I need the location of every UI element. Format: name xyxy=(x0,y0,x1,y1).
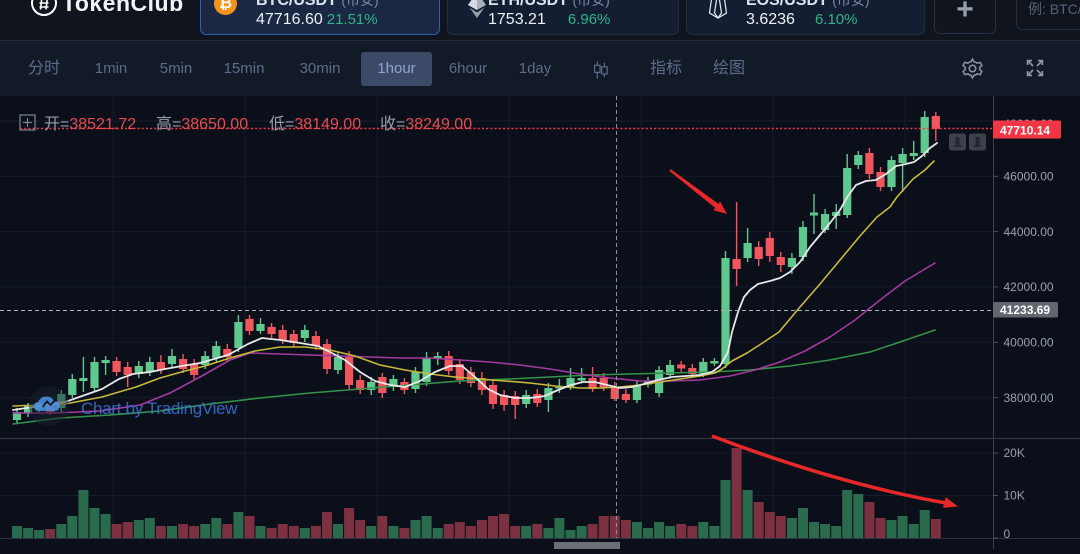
svg-text:47710.14: 47710.14 xyxy=(1000,123,1050,137)
svg-text:Chart by TradingView: Chart by TradingView xyxy=(81,399,238,418)
svg-text:41233.69: 41233.69 xyxy=(1000,303,1050,317)
svg-text:低=38149.00: 低=38149.00 xyxy=(269,115,361,133)
svg-text:20K: 20K xyxy=(1004,446,1025,460)
svg-text:38000.00: 38000.00 xyxy=(1004,391,1054,405)
svg-text:开=38521.72: 开=38521.72 xyxy=(44,116,136,133)
svg-text:42000.00: 42000.00 xyxy=(1004,280,1054,294)
svg-text:10K: 10K xyxy=(1004,489,1025,503)
svg-text:40000.00: 40000.00 xyxy=(1004,336,1054,350)
svg-text:0: 0 xyxy=(1004,527,1011,541)
svg-text:44000.00: 44000.00 xyxy=(1004,225,1054,239)
svg-text:高=38650.00: 高=38650.00 xyxy=(156,115,248,133)
svg-text:收=38249.00: 收=38249.00 xyxy=(380,115,472,133)
svg-text:46000.00: 46000.00 xyxy=(1004,170,1054,184)
